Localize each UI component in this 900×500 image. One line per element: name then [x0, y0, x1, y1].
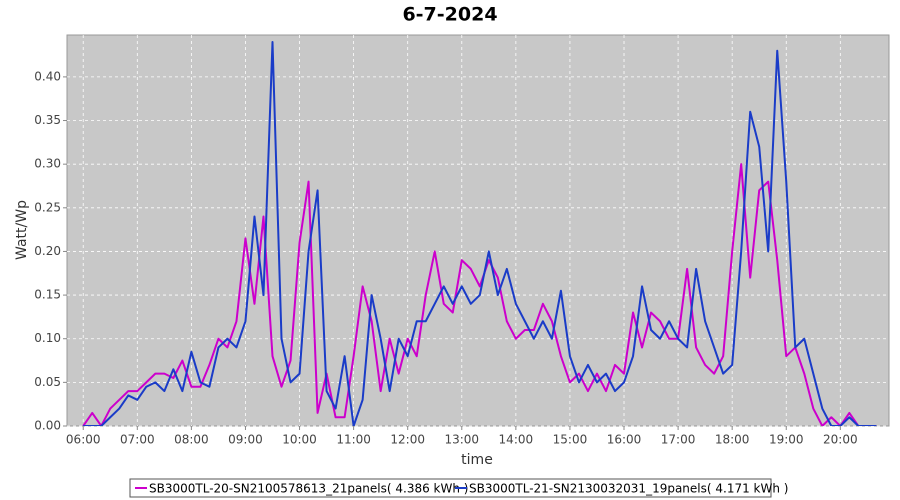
- x-tick-label: 16:00: [607, 433, 642, 447]
- x-tick-label: 15:00: [553, 433, 588, 447]
- x-tick-label: 17:00: [661, 433, 696, 447]
- y-tick-label: 0.00: [34, 419, 61, 433]
- series-line: [83, 40, 877, 426]
- y-tick-label: 0.20: [34, 244, 61, 258]
- x-tick-label: 08:00: [174, 433, 209, 447]
- x-tick-label: 10:00: [282, 433, 317, 447]
- x-tick-label: 19:00: [769, 433, 804, 447]
- chart-title: 6-7-2024: [402, 4, 497, 26]
- x-tick-label: 06:00: [66, 433, 101, 447]
- y-tick-label: 0.15: [34, 288, 61, 302]
- y-tick-label: 0.10: [34, 331, 61, 345]
- x-tick-label: 13:00: [444, 433, 479, 447]
- legend-label: SB3000TL-21-SN2130032031_19panels( 4.171…: [469, 482, 788, 496]
- y-tick-label: 0.05: [34, 375, 61, 389]
- legend: [129, 478, 772, 498]
- x-tick-label: 20:00: [823, 433, 858, 447]
- x-tick-label: 09:00: [228, 433, 263, 447]
- y-axis-label: Watt/Wp: [14, 200, 30, 260]
- plot-area: [66, 34, 890, 427]
- x-axis-label: time: [461, 452, 493, 468]
- x-tick-label: 07:00: [120, 433, 155, 447]
- y-tick-label: 0.30: [34, 157, 61, 171]
- legend-label: SB3000TL-20-SN2100578613_21panels( 4.386…: [149, 482, 468, 496]
- y-tick-label: 0.40: [34, 69, 61, 83]
- x-tick-label: 14:00: [499, 433, 534, 447]
- y-tick-label: 0.35: [34, 113, 61, 127]
- x-tick-label: 12:00: [390, 433, 425, 447]
- x-tick-label: 11:00: [336, 433, 371, 447]
- x-tick-label: 18:00: [715, 433, 750, 447]
- y-tick-label: 0.25: [34, 200, 61, 214]
